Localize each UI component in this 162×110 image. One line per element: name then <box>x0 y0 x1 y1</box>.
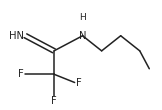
Text: N: N <box>79 31 86 41</box>
Text: H: H <box>79 13 86 22</box>
Text: F: F <box>18 69 24 79</box>
Text: HN: HN <box>9 31 24 41</box>
Text: F: F <box>76 78 82 87</box>
Text: F: F <box>51 96 57 106</box>
